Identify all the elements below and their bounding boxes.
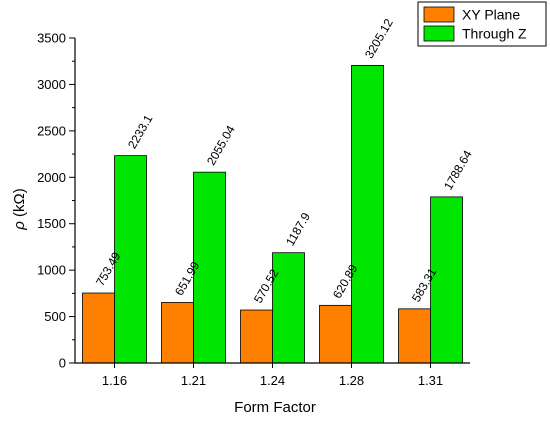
bars-group — [82, 64, 463, 364]
x-tick-label: 1.21 — [181, 373, 206, 388]
legend-swatch-xy-plane — [423, 6, 455, 23]
legend: XY Plane Through Z — [417, 1, 547, 47]
bar-through-z-1-24 — [272, 252, 305, 364]
y-tick-label: 1500 — [37, 216, 66, 231]
y-tick-label: 2500 — [37, 123, 66, 138]
y-tick-label: 3000 — [37, 77, 66, 92]
legend-label-through-z: Through Z — [462, 26, 527, 42]
data-label-through-z-1-16: 2233.1 — [125, 112, 156, 151]
y-tick-label: 500 — [44, 309, 66, 324]
bar-xy-plane-1-21 — [161, 302, 194, 364]
data-label-through-z-1-21: 2055.04 — [204, 123, 238, 168]
bar-xy-plane-1-16 — [82, 292, 115, 364]
x-tick-label: 1.16 — [102, 373, 127, 388]
bar-xy-plane-1-28 — [319, 304, 352, 364]
y-axis-title: ρ (kΩ) — [11, 188, 28, 230]
bar-through-z-1-28 — [351, 64, 384, 364]
bar-through-z-1-16 — [114, 155, 147, 364]
y-tick-label: 1000 — [37, 263, 66, 278]
data-label-through-z-1-24: 1187.9 — [283, 210, 313, 248]
bar-through-z-1-31 — [430, 196, 463, 364]
y-tick-label: 0 — [59, 356, 66, 371]
legend-swatch-through-z — [423, 25, 455, 42]
svg-text:ρ (kΩ): ρ (kΩ) — [11, 188, 28, 230]
x-tick-label: 1.31 — [418, 373, 443, 388]
x-tick-label: 1.28 — [339, 373, 364, 388]
bar-through-z-1-21 — [193, 171, 226, 364]
data-label-through-z-1-28: 3205.12 — [362, 16, 396, 61]
x-tick-label: 1.24 — [260, 373, 285, 388]
y-tick-label: 3500 — [37, 31, 66, 46]
bar-xy-plane-1-31 — [398, 308, 431, 364]
x-axis-title: Form Factor — [234, 399, 316, 416]
bar-xy-plane-1-24 — [240, 309, 273, 364]
data-label-through-z-1-31: 1788.64 — [441, 148, 475, 193]
ticks-group: 1.16 1.21 1.24 1.28 1.31 0 500 1000 1500 2000 2500… — [37, 31, 443, 389]
y-tick-label: 2000 — [37, 170, 66, 185]
y-axis-symbol: ρ — [11, 221, 28, 231]
y-axis-unit: (kΩ) — [11, 188, 28, 221]
legend-label-xy-plane: XY Plane — [462, 7, 520, 23]
